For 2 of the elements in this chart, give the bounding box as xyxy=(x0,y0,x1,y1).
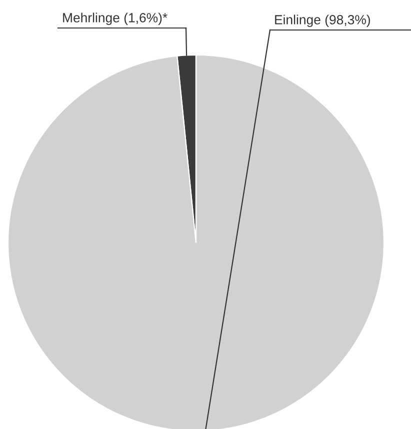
slice-label: Einlinge (98,3%) xyxy=(275,14,370,27)
slice-label: Mehrlinge (1,6%)* xyxy=(63,12,168,25)
